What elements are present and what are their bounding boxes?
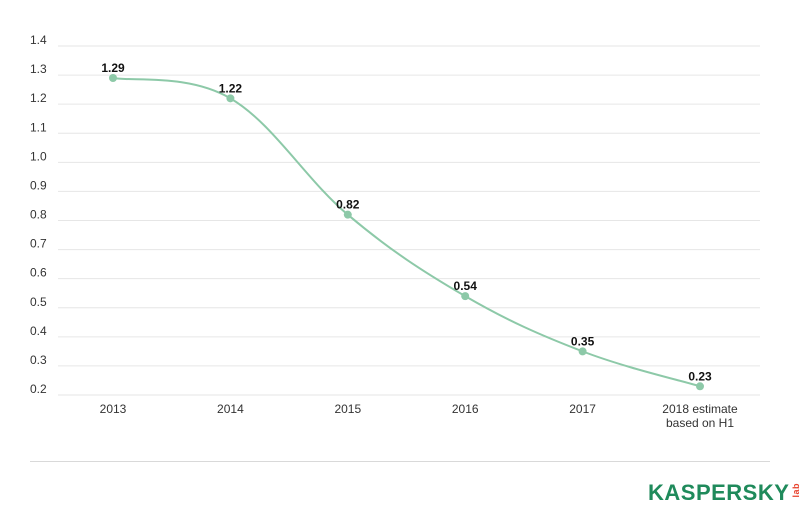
x-tick-label: 2017 — [569, 402, 596, 416]
x-tick-label: 2014 — [217, 402, 244, 416]
y-tick-label: 0.8 — [30, 208, 47, 222]
data-label: 1.22 — [219, 81, 243, 95]
x-tick-label: 2015 — [334, 402, 361, 416]
data-label: 0.54 — [454, 279, 478, 293]
y-tick-label: 1.4 — [30, 33, 47, 47]
data-point — [461, 292, 470, 301]
data-point — [578, 347, 587, 356]
data-label: 1.29 — [101, 61, 125, 75]
y-tick-label: 0.2 — [30, 382, 47, 396]
data-point — [343, 210, 352, 219]
y-tick-label: 1.1 — [30, 120, 47, 134]
y-tick-label: 0.6 — [30, 266, 47, 280]
line-chart: 1.41.31.21.11.00.90.80.70.60.50.40.30.2 … — [30, 33, 760, 430]
grid-lines — [58, 45, 760, 396]
y-tick-label: 0.4 — [30, 324, 47, 338]
footer-divider — [30, 461, 770, 462]
data-labels: 1.29 1.22 0.82 0.54 0.35 0.23 — [101, 61, 712, 383]
logo-sub: lab — [791, 483, 800, 498]
data-label: 0.82 — [336, 198, 360, 212]
data-label: 0.35 — [571, 334, 595, 348]
x-tick-label: 2013 — [100, 402, 127, 416]
data-point — [696, 382, 704, 391]
y-tick-label: 0.3 — [30, 353, 47, 367]
y-tick-label: 0.5 — [30, 295, 47, 309]
series-line-group — [109, 73, 704, 391]
x-tick-label: 2016 — [452, 402, 479, 416]
kaspersky-lab-logo: KASPERSKY lab — [648, 477, 800, 513]
data-point — [226, 94, 235, 103]
logo-wordmark: KASPERSKY — [648, 480, 790, 505]
data-label: 0.23 — [688, 369, 712, 383]
data-point — [109, 73, 117, 82]
y-tick-label: 1.3 — [30, 62, 47, 76]
x-tick-label: 2018 estimate — [662, 402, 738, 416]
y-tick-label: 1.0 — [30, 149, 47, 163]
x-tick-label: based on H1 — [666, 416, 734, 430]
y-tick-label: 1.2 — [30, 91, 47, 105]
y-axis: 1.4 1.3 1.2 1.1 1.0 0.9 0.8 0.7 0.6 0.5 0.4 0.3 0.2 — [30, 33, 47, 396]
y-tick-label: 0.7 — [30, 237, 47, 251]
series-line — [112, 77, 701, 388]
y-tick-label: 0.9 — [30, 178, 47, 192]
